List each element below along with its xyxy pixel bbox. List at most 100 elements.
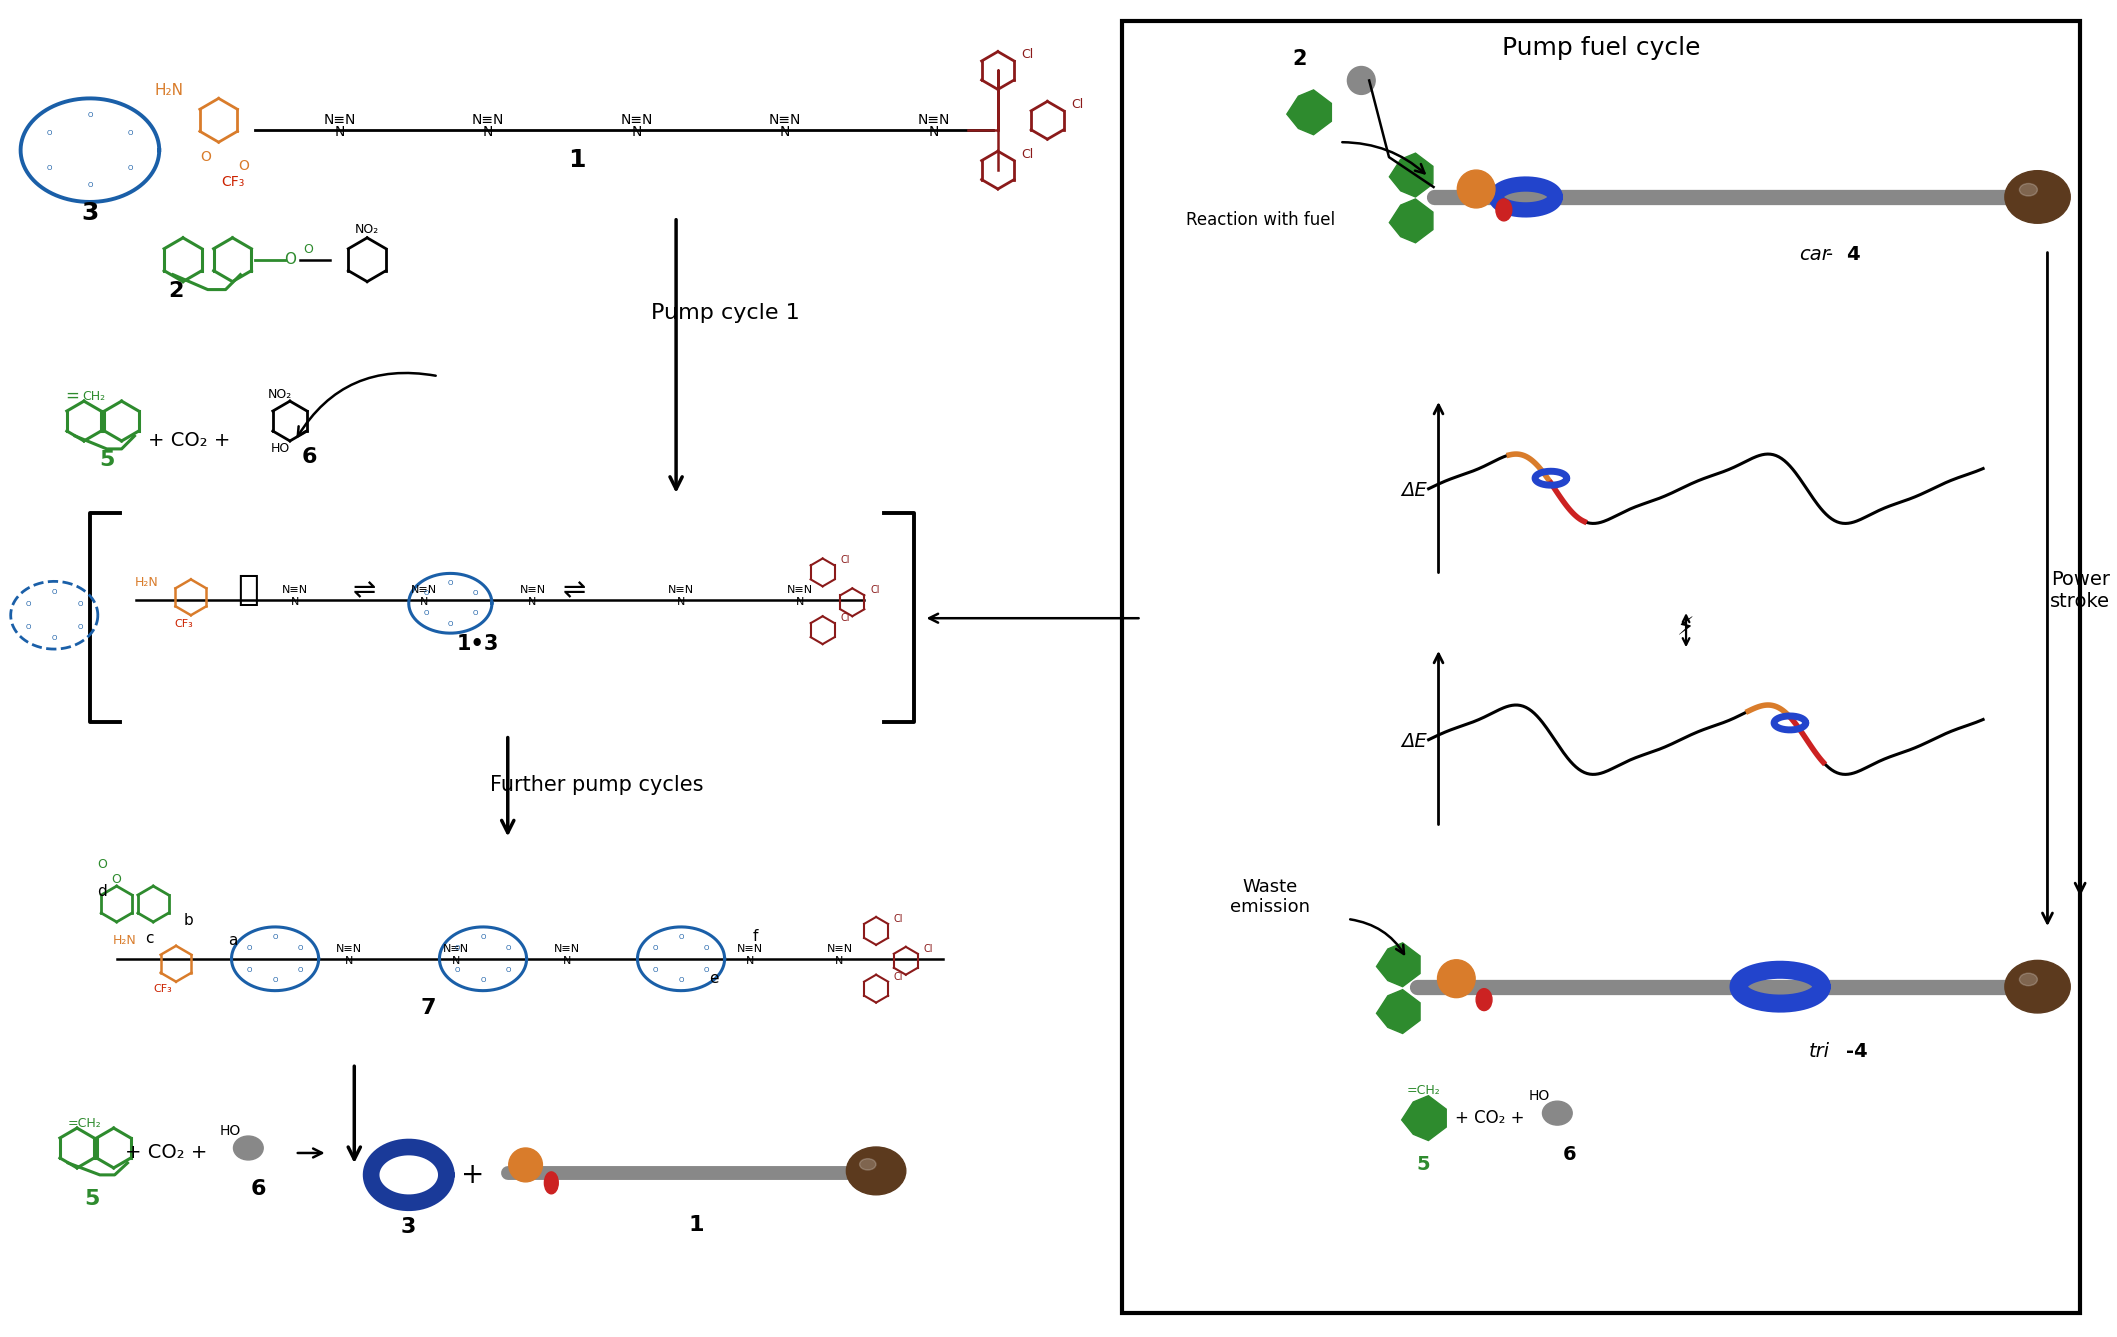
Text: O: O — [25, 624, 32, 630]
Text: Cl: Cl — [1023, 48, 1033, 62]
Text: O: O — [423, 611, 428, 616]
Text: O: O — [51, 590, 57, 595]
Text: O: O — [273, 935, 277, 940]
Text: N≡N: N≡N — [620, 114, 652, 127]
Text: O: O — [201, 150, 212, 164]
Text: Cl: Cl — [1071, 98, 1084, 111]
Text: O: O — [127, 164, 133, 171]
Text: O: O — [273, 977, 277, 984]
Text: N≡N: N≡N — [917, 114, 951, 127]
Text: N≡N: N≡N — [324, 114, 356, 127]
Text: O: O — [76, 624, 83, 630]
Text: NO₂: NO₂ — [269, 388, 292, 401]
Text: Cl: Cl — [870, 586, 881, 595]
Text: O: O — [76, 600, 83, 607]
Text: H₂N: H₂N — [112, 935, 135, 948]
Text: 6: 6 — [1562, 1144, 1575, 1165]
Circle shape — [1456, 170, 1495, 209]
Text: =CH₂: =CH₂ — [1408, 1084, 1440, 1096]
Text: f: f — [754, 929, 758, 944]
Text: O: O — [652, 945, 658, 951]
Text: N≡N: N≡N — [337, 944, 362, 953]
Text: b: b — [184, 913, 195, 928]
Text: O: O — [237, 159, 250, 172]
Text: H₂N: H₂N — [155, 83, 184, 98]
Text: O: O — [455, 967, 459, 972]
Text: Further pump cycles: Further pump cycles — [491, 775, 703, 796]
Text: + CO₂ +: + CO₂ + — [1454, 1110, 1524, 1127]
Text: O: O — [87, 112, 93, 118]
Text: N≡N: N≡N — [442, 944, 470, 953]
Ellipse shape — [1543, 1102, 1573, 1126]
Text: O: O — [248, 945, 252, 951]
Text: 1: 1 — [688, 1214, 703, 1234]
Text: N: N — [836, 956, 845, 965]
Text: O: O — [472, 611, 478, 616]
Circle shape — [1346, 67, 1376, 95]
Text: 5: 5 — [85, 1189, 99, 1209]
Text: CH₂: CH₂ — [83, 389, 106, 402]
Text: Cl: Cl — [840, 555, 849, 566]
Text: ΔE: ΔE — [1401, 733, 1427, 751]
Polygon shape — [1287, 90, 1332, 135]
Text: N: N — [677, 598, 686, 607]
Text: O: O — [677, 935, 684, 940]
Text: O: O — [652, 967, 658, 972]
Text: N≡N: N≡N — [519, 586, 546, 595]
Text: N≡N: N≡N — [826, 944, 853, 953]
Text: O: O — [423, 590, 428, 596]
Text: O: O — [506, 967, 512, 972]
Text: O: O — [25, 600, 32, 607]
Text: O: O — [472, 590, 478, 596]
Text: CF₃: CF₃ — [155, 984, 174, 993]
Ellipse shape — [860, 1159, 876, 1170]
Text: 1: 1 — [567, 148, 586, 172]
Text: =CH₂: =CH₂ — [68, 1116, 102, 1130]
Text: N≡N: N≡N — [282, 586, 307, 595]
Text: d: d — [97, 884, 106, 898]
Text: O: O — [705, 945, 709, 951]
Text: N: N — [419, 598, 428, 607]
Text: N: N — [796, 598, 804, 607]
Polygon shape — [1401, 1096, 1446, 1140]
Text: O: O — [705, 967, 709, 972]
Text: a: a — [229, 933, 237, 948]
Ellipse shape — [2020, 973, 2037, 985]
Text: ⚡: ⚡ — [1677, 616, 1696, 640]
Text: N≡N: N≡N — [669, 586, 694, 595]
Text: N≡N: N≡N — [788, 586, 813, 595]
Ellipse shape — [544, 1173, 559, 1194]
Text: HO: HO — [220, 1124, 241, 1138]
Text: car: car — [1799, 245, 1829, 265]
Text: O: O — [248, 967, 252, 972]
Text: 1•3: 1•3 — [457, 634, 500, 654]
Text: O: O — [298, 945, 303, 951]
Text: N: N — [563, 956, 572, 965]
Text: Power
stroke: Power stroke — [2049, 570, 2111, 611]
Text: N: N — [631, 126, 641, 139]
Text: O: O — [455, 945, 459, 951]
Ellipse shape — [233, 1136, 263, 1161]
Text: O: O — [87, 182, 93, 189]
Text: N: N — [334, 126, 345, 139]
Text: tri: tri — [1808, 1042, 1829, 1060]
Text: 7: 7 — [421, 997, 436, 1017]
Text: 2: 2 — [169, 281, 184, 301]
Text: +: + — [462, 1161, 485, 1189]
Text: CF₃: CF₃ — [220, 175, 243, 189]
Text: N≡N: N≡N — [768, 114, 800, 127]
Text: + CO₂ +: + CO₂ + — [125, 1143, 207, 1162]
Ellipse shape — [1497, 199, 1512, 221]
Text: Reaction with fuel: Reaction with fuel — [1186, 211, 1336, 229]
Text: O: O — [47, 164, 51, 171]
Text: O: O — [447, 620, 453, 627]
Text: Pump fuel cycle: Pump fuel cycle — [1501, 36, 1700, 60]
Text: Cl: Cl — [840, 614, 849, 623]
Text: 5: 5 — [1416, 1155, 1431, 1174]
Text: N≡N: N≡N — [411, 586, 436, 595]
Text: ⇌: ⇌ — [354, 576, 377, 604]
Text: c: c — [146, 932, 155, 947]
Polygon shape — [1389, 154, 1433, 197]
Text: N≡N: N≡N — [472, 114, 504, 127]
Ellipse shape — [2005, 171, 2070, 223]
